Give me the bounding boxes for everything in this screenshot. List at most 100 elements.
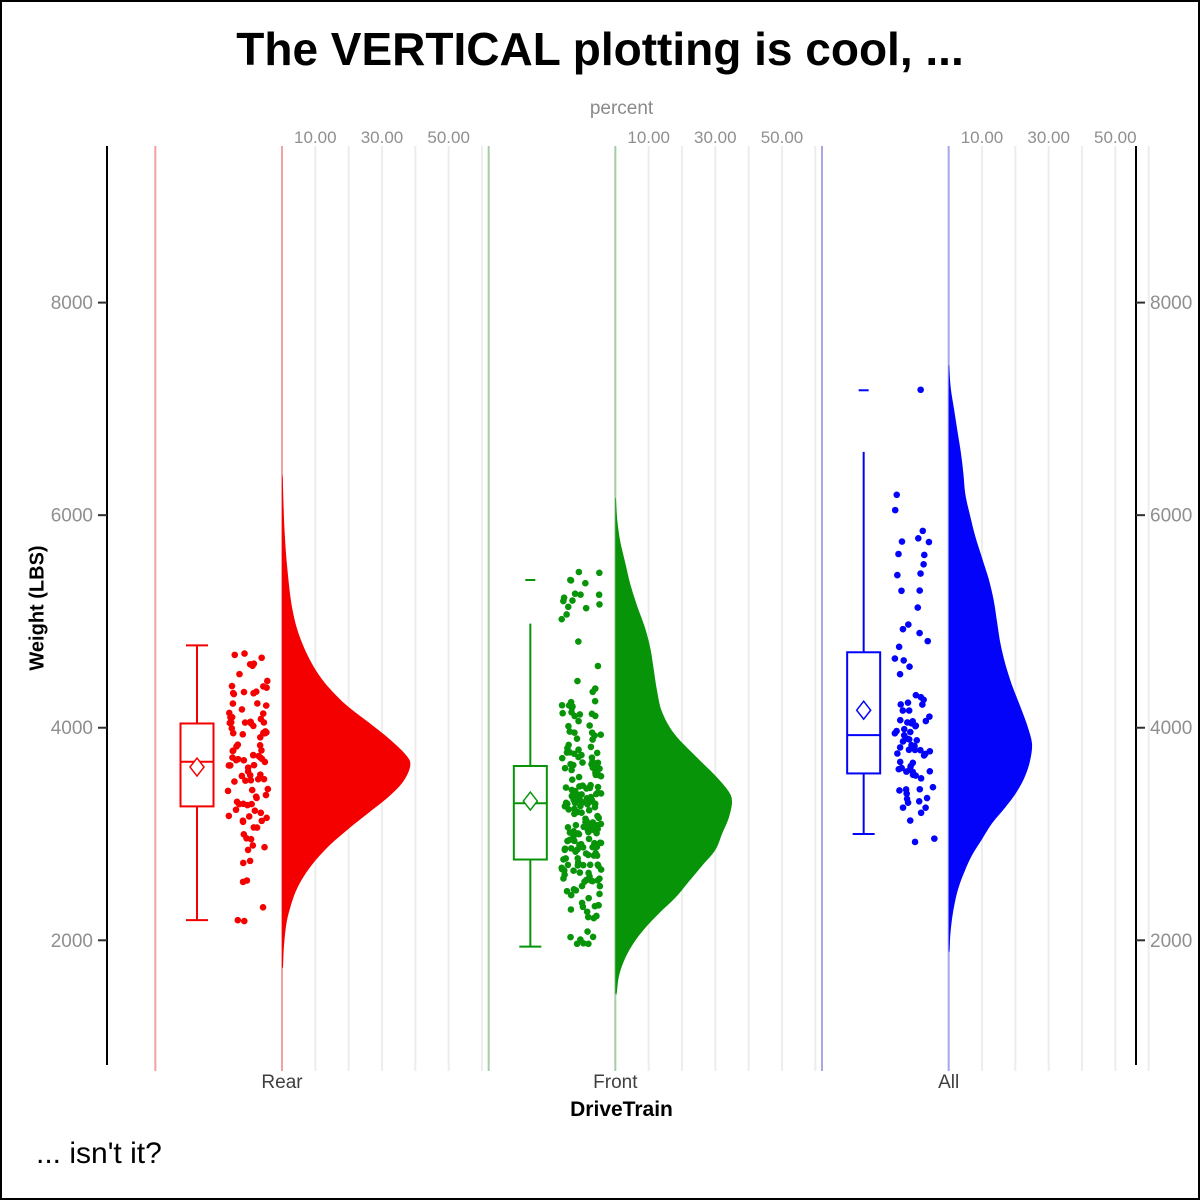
- jitter-point-front: [594, 759, 602, 767]
- jitter-point-front: [558, 754, 566, 762]
- jitter-point-rear: [260, 719, 268, 726]
- jitter-point-front: [575, 830, 583, 838]
- jitter-point-all: [920, 561, 927, 568]
- jitter-point-rear: [242, 777, 249, 784]
- mean-diamond-all: [855, 699, 872, 721]
- jitter-point-all: [895, 643, 903, 651]
- jitter-point-rear: [248, 786, 256, 794]
- jitter-point-front: [591, 843, 599, 851]
- jitter-point-rear: [252, 688, 260, 696]
- jitter-point-rear: [234, 755, 242, 763]
- jitter-point-rear: [234, 916, 242, 924]
- jitter-point-all: [907, 728, 914, 736]
- y-axis-title: Weight (LBS): [26, 545, 49, 671]
- jitter-point-all: [917, 746, 924, 754]
- jitter-point-rear: [224, 787, 232, 795]
- jitter-point-front: [578, 791, 585, 798]
- jitter-point-front: [594, 783, 602, 791]
- jitter-point-front: [588, 821, 596, 828]
- jitter-point-front: [596, 890, 603, 898]
- jitter-point-rear: [251, 807, 259, 814]
- jitter-point-front: [565, 722, 572, 730]
- jitter-point-rear: [236, 670, 243, 678]
- jitter-point-rear: [249, 662, 256, 670]
- jitter-point-all: [909, 768, 917, 776]
- jitter-point-rear: [239, 731, 247, 738]
- jitter-point-all: [905, 621, 912, 628]
- jitter-point-all: [891, 655, 899, 662]
- jitter-point-front: [567, 576, 574, 584]
- y-tick-label-left: 8000: [51, 293, 93, 314]
- violin-front: [615, 497, 732, 995]
- jitter-point-front: [575, 638, 582, 645]
- jitter-point-front: [575, 746, 582, 753]
- jitter-point-rear: [257, 771, 264, 778]
- jitter-point-all: [916, 785, 924, 793]
- jitter-point-all: [904, 699, 912, 706]
- jitter-point-front: [574, 846, 581, 853]
- jitter-point-front: [586, 722, 593, 729]
- jitter-point-front: [567, 906, 575, 913]
- percent-tick-label: 50.00: [427, 128, 470, 147]
- jitter-point-all: [922, 717, 930, 725]
- percent-tick-label: 10.00: [294, 128, 337, 147]
- jitter-point-front: [597, 866, 605, 873]
- jitter-point-front: [567, 933, 574, 941]
- jitter-point-front: [582, 850, 590, 857]
- jitter-point-front: [566, 728, 574, 735]
- jitter-point-rear: [231, 778, 238, 785]
- jitter-point-all: [903, 795, 911, 803]
- jitter-point-front: [571, 805, 578, 813]
- category-label-rear: Rear: [261, 1072, 303, 1093]
- jitter-point-all: [894, 750, 901, 757]
- jitter-point-front: [565, 741, 572, 749]
- jitter-point-rear: [262, 791, 270, 799]
- jitter-point-all: [899, 707, 907, 714]
- jitter-point-rear: [259, 683, 267, 690]
- jitter-point-rear: [244, 846, 252, 854]
- y-tick-label-left: 6000: [51, 506, 93, 527]
- jitter-point-front: [591, 800, 599, 808]
- y-tick-label-left: 4000: [51, 718, 93, 739]
- jitter-point-front: [586, 861, 594, 869]
- jitter-point-all: [898, 538, 906, 545]
- jitter-point-front: [571, 590, 579, 598]
- jitter-point-rear: [246, 857, 254, 865]
- jitter-point-front: [576, 711, 584, 718]
- jitter-point-all: [908, 741, 915, 749]
- percent-tick-label: 30.00: [1027, 128, 1070, 147]
- jitter-point-all: [922, 804, 929, 811]
- y-tick-label-right: 6000: [1150, 506, 1192, 527]
- jitter-point-rear: [250, 722, 257, 730]
- jitter-point-front: [558, 701, 566, 709]
- jitter-point-all: [916, 629, 923, 637]
- jitter-point-all: [905, 707, 913, 714]
- jitter-point-all: [920, 696, 927, 704]
- jitter-point-front: [577, 802, 584, 810]
- jitter-point-front: [576, 869, 584, 876]
- jitter-point-front: [575, 568, 583, 576]
- jitter-point-rear: [239, 817, 247, 825]
- box-front: [512, 764, 548, 861]
- jitter-point-front: [564, 603, 572, 611]
- footnote: ... isn't it?: [36, 1137, 162, 1170]
- jitter-point-front: [589, 736, 596, 743]
- jitter-point-rear: [229, 747, 237, 754]
- jitter-point-rear: [247, 776, 255, 784]
- jitter-point-front: [568, 776, 576, 784]
- jitter-point-front: [567, 698, 575, 706]
- jitter-point-front: [562, 855, 570, 862]
- jitter-point-front: [571, 810, 578, 818]
- jitter-point-front: [558, 615, 566, 623]
- jitter-point-rear: [256, 754, 264, 761]
- jitter-point-front: [577, 591, 584, 599]
- jitter-point-front: [595, 901, 602, 909]
- jitter-point-rear: [258, 747, 265, 754]
- jitter-point-all: [899, 625, 907, 633]
- jitter-point-rear: [243, 834, 250, 842]
- jitter-point-front: [574, 677, 581, 685]
- jitter-point-front: [597, 731, 605, 738]
- jitter-point-all: [891, 506, 899, 514]
- jitter-point-all: [926, 768, 934, 775]
- jitter-point-rear: [241, 650, 248, 657]
